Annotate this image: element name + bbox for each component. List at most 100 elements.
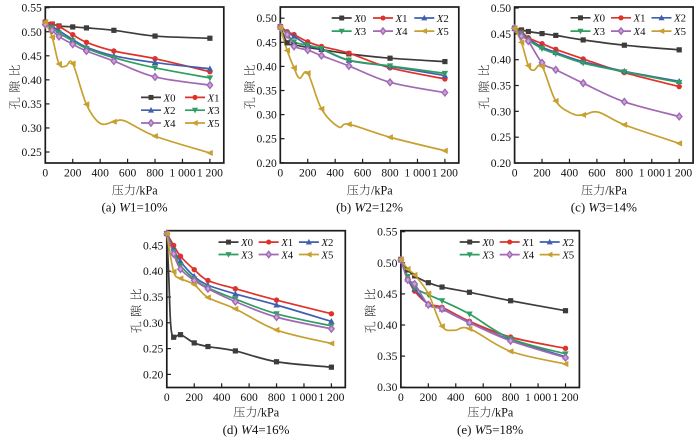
- svg-text:1 200: 1 200: [318, 391, 344, 404]
- svg-text:0.40: 0.40: [257, 60, 277, 73]
- svg-text:1 200: 1 200: [666, 167, 692, 180]
- svg-text:600: 600: [119, 167, 137, 180]
- svg-text:200: 200: [64, 167, 82, 180]
- svg-text:X2: X2: [163, 105, 176, 117]
- svg-text:X4: X4: [280, 249, 294, 261]
- svg-text:0.55: 0.55: [377, 226, 397, 239]
- svg-text:0.30: 0.30: [491, 105, 511, 118]
- svg-text:1 000: 1 000: [525, 391, 551, 404]
- svg-text:1 200: 1 200: [552, 391, 578, 404]
- svg-text:800: 800: [381, 167, 399, 180]
- svg-text:0.20: 0.20: [143, 368, 163, 381]
- svg-text:X5: X5: [207, 118, 220, 130]
- svg-text:0.30: 0.30: [257, 109, 277, 122]
- svg-text:0.50: 0.50: [377, 257, 397, 270]
- svg-text:0.40: 0.40: [22, 74, 42, 87]
- svg-text:0.35: 0.35: [377, 350, 397, 363]
- svg-text:(c) W3=14%: (c) W3=14%: [571, 199, 637, 214]
- svg-text:600: 600: [588, 167, 606, 180]
- svg-text:X0: X0: [481, 237, 494, 249]
- svg-text:/kPa: /kPa: [605, 184, 627, 198]
- svg-text:0.50: 0.50: [257, 12, 277, 25]
- svg-text:X4: X4: [633, 26, 647, 38]
- svg-text:0.40: 0.40: [491, 54, 511, 67]
- svg-text:0.45: 0.45: [22, 50, 42, 63]
- svg-text:200: 200: [299, 167, 317, 180]
- svg-text:X5: X5: [561, 250, 574, 262]
- svg-text:X5: X5: [436, 26, 449, 38]
- svg-text:X4: X4: [395, 26, 409, 38]
- svg-text:X3: X3: [207, 105, 220, 117]
- svg-text:X4: X4: [163, 118, 177, 130]
- svg-text:X2: X2: [436, 13, 449, 25]
- svg-text:/kPa: /kPa: [136, 184, 158, 198]
- svg-text:/kPa: /kPa: [258, 406, 280, 420]
- svg-text:X2: X2: [320, 237, 333, 249]
- svg-text:0.45: 0.45: [377, 288, 397, 301]
- svg-text:0.50: 0.50: [22, 26, 42, 39]
- svg-text:0.45: 0.45: [257, 36, 277, 49]
- svg-text:0.20: 0.20: [491, 157, 511, 170]
- svg-text:0.25: 0.25: [143, 343, 163, 356]
- svg-text:X2: X2: [673, 13, 686, 25]
- svg-text:X3: X3: [592, 26, 605, 38]
- svg-text:0: 0: [398, 391, 404, 404]
- svg-text:1 200: 1 200: [432, 167, 458, 180]
- svg-text:X2: X2: [561, 237, 574, 249]
- svg-text:0: 0: [164, 391, 170, 404]
- svg-text:400: 400: [561, 167, 579, 180]
- svg-text:X3: X3: [481, 250, 494, 262]
- svg-text:X0: X0: [592, 13, 605, 25]
- svg-text:200: 200: [420, 391, 438, 404]
- svg-text:(b) W2=12%: (b) W2=12%: [336, 199, 403, 214]
- svg-text:1 200: 1 200: [197, 167, 223, 180]
- svg-text:1 000: 1 000: [639, 167, 665, 180]
- svg-text:/kPa: /kPa: [492, 406, 514, 420]
- svg-text:0.30: 0.30: [143, 317, 163, 330]
- svg-text:1 000: 1 000: [404, 167, 430, 180]
- svg-text:0: 0: [277, 167, 283, 180]
- svg-text:0.55: 0.55: [22, 2, 42, 15]
- svg-text:400: 400: [213, 391, 231, 404]
- svg-text:0.30: 0.30: [377, 381, 397, 394]
- svg-text:X5: X5: [673, 26, 686, 38]
- svg-text:800: 800: [502, 391, 520, 404]
- svg-text:1 000: 1 000: [169, 167, 195, 180]
- svg-text:200: 200: [186, 391, 204, 404]
- svg-text:400: 400: [326, 167, 344, 180]
- svg-text:X4: X4: [521, 250, 535, 262]
- svg-text:X1: X1: [395, 13, 408, 25]
- svg-text:X3: X3: [240, 249, 253, 261]
- svg-text:0: 0: [512, 167, 518, 180]
- svg-text:0.35: 0.35: [143, 291, 163, 304]
- svg-text:0.20: 0.20: [257, 157, 277, 170]
- svg-text:800: 800: [268, 391, 286, 404]
- svg-text:0.45: 0.45: [143, 239, 163, 252]
- svg-text:1 000: 1 000: [291, 391, 317, 404]
- svg-text:600: 600: [354, 167, 372, 180]
- svg-text:400: 400: [447, 391, 465, 404]
- svg-text:0.35: 0.35: [491, 80, 511, 93]
- svg-text:800: 800: [616, 167, 634, 180]
- svg-text:0.35: 0.35: [22, 98, 42, 111]
- svg-text:(e) W5=18%: (e) W5=18%: [457, 422, 523, 437]
- svg-text:0.25: 0.25: [22, 146, 42, 159]
- svg-text:0.25: 0.25: [491, 131, 511, 144]
- svg-text:X1: X1: [280, 237, 293, 249]
- svg-text:0.30: 0.30: [22, 122, 42, 135]
- svg-text:X1: X1: [207, 92, 220, 104]
- svg-text:600: 600: [475, 391, 493, 404]
- svg-text:0.45: 0.45: [491, 28, 511, 41]
- svg-text:0.40: 0.40: [377, 319, 397, 332]
- svg-text:X0: X0: [353, 13, 366, 25]
- svg-text:X0: X0: [163, 92, 176, 104]
- svg-text:(d) W4=16%: (d) W4=16%: [223, 422, 290, 437]
- svg-text:200: 200: [533, 167, 551, 180]
- svg-text:0: 0: [42, 167, 48, 180]
- svg-text:0.50: 0.50: [491, 2, 511, 15]
- svg-text:600: 600: [240, 391, 258, 404]
- svg-text:/kPa: /kPa: [371, 184, 393, 198]
- svg-text:0.25: 0.25: [257, 133, 277, 146]
- svg-text:800: 800: [146, 167, 164, 180]
- svg-text:0.35: 0.35: [257, 85, 277, 98]
